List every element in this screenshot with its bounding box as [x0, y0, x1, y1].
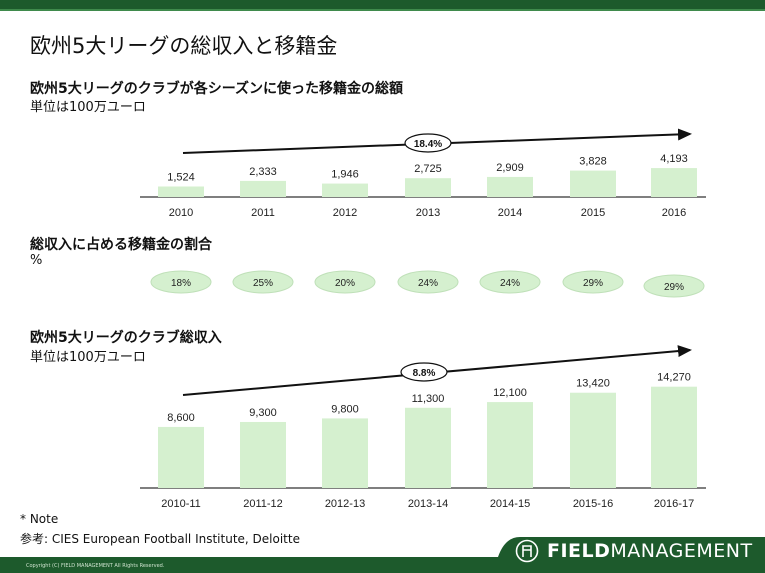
transfer-value-label: 4,193: [660, 153, 688, 165]
revenue-category-label: 2016-17: [654, 498, 694, 510]
revenue-category-label: 2013-14: [408, 498, 448, 510]
chart2-title: 欧州5大リーグのクラブ総収入: [30, 330, 222, 346]
transfer-value-label: 2,725: [414, 163, 442, 175]
transfer-bar: [570, 170, 616, 197]
transfer-growth-bubble: [404, 133, 452, 153]
ratio-label: 20%: [335, 278, 355, 289]
revenue-value-label: 13,420: [576, 378, 610, 390]
revenue-bar: [487, 402, 533, 488]
ratio-bubble: [314, 270, 376, 294]
ratio-label: 25%: [253, 278, 273, 289]
ratio-label: 29%: [583, 278, 603, 289]
ratio-bubble: [479, 270, 541, 294]
footer-band: [0, 537, 765, 573]
brand-logo: FIELDMANAGEMENT: [515, 539, 753, 563]
transfer-value-label: 2,333: [249, 166, 277, 178]
transfer-value-label: 1,946: [331, 169, 359, 181]
transfer-category-label: 2015: [581, 207, 605, 219]
transfer-category-label: 2014: [498, 207, 522, 219]
transfer-value-label: 3,828: [579, 156, 607, 168]
ratio-title: 総収入に占める移籍金の割合: [30, 237, 212, 253]
brand-rest: MANAGEMENT: [610, 540, 753, 562]
transfer-category-label: 2010: [169, 207, 193, 219]
brand-bold: FIELD: [547, 540, 611, 562]
transfer-category-label: 2016: [662, 207, 686, 219]
ratio-bubble: [397, 270, 459, 294]
transfer-bar: [487, 176, 533, 197]
revenue-bar: [651, 386, 697, 488]
transfer-growth-label: 18.4%: [414, 139, 442, 150]
source: 参考: CIES European Football Institute, De…: [20, 532, 300, 546]
revenue-category-label: 2010-11: [161, 498, 201, 510]
ratio-unit: %: [30, 253, 43, 268]
revenue-category-label: 2011-12: [243, 498, 283, 510]
transfer-category-label: 2012: [333, 207, 357, 219]
transfer-value-label: 2,909: [496, 162, 524, 174]
revenue-bar: [158, 426, 204, 488]
revenue-value-label: 11,300: [412, 393, 445, 405]
transfer-bar: [405, 178, 451, 197]
revenue-category-label: 2015-16: [573, 498, 613, 510]
logo-icon: [515, 539, 539, 563]
top-bar: [0, 0, 765, 11]
ratio-label: 29%: [664, 282, 684, 293]
page-title: 欧州5大リーグの総収入と移籍金: [30, 34, 338, 58]
ratio-label: 24%: [500, 278, 520, 289]
transfer-category-label: 2011: [251, 207, 275, 219]
transfer-value-label: 1,524: [167, 171, 195, 183]
revenue-bar: [322, 418, 368, 488]
transfer-bar: [651, 168, 697, 197]
ratio-bubble: [232, 270, 294, 294]
transfer-category-label: 2013: [416, 207, 440, 219]
chart2-unit: 単位は100万ユーロ: [30, 350, 146, 365]
transfer-bar: [240, 180, 286, 197]
chart1-title: 欧州5大リーグのクラブが各シーズンに使った移籍金の総額: [30, 81, 404, 97]
transfer-bar: [158, 186, 204, 197]
revenue-category-label: 2014-15: [490, 498, 530, 510]
chart1-unit: 単位は100万ユーロ: [30, 100, 146, 115]
revenue-value-label: 14,270: [657, 372, 691, 384]
ratio-bubble: [562, 270, 624, 294]
revenue-bar: [240, 421, 286, 488]
revenue-bar: [570, 392, 616, 488]
ratio-bubble: [643, 274, 705, 298]
revenue-value-label: 8,600: [167, 412, 195, 424]
ratio-label: 18%: [171, 278, 191, 289]
revenue-value-label: 12,100: [493, 387, 527, 399]
note: * Note: [20, 512, 59, 526]
revenue-growth-label: 8.8%: [413, 368, 436, 379]
revenue-growth-bubble: [400, 362, 448, 382]
revenue-value-label: 9,300: [249, 407, 277, 419]
copyright: Copyright (C) FIELD MANAGEMENT All Right…: [26, 563, 165, 569]
ratio-label: 24%: [418, 278, 438, 289]
revenue-bar: [405, 407, 451, 488]
revenue-category-label: 2012-13: [325, 498, 365, 510]
ratio-bubble: [150, 270, 212, 294]
transfer-bar: [322, 183, 368, 197]
revenue-value-label: 9,800: [331, 403, 359, 415]
